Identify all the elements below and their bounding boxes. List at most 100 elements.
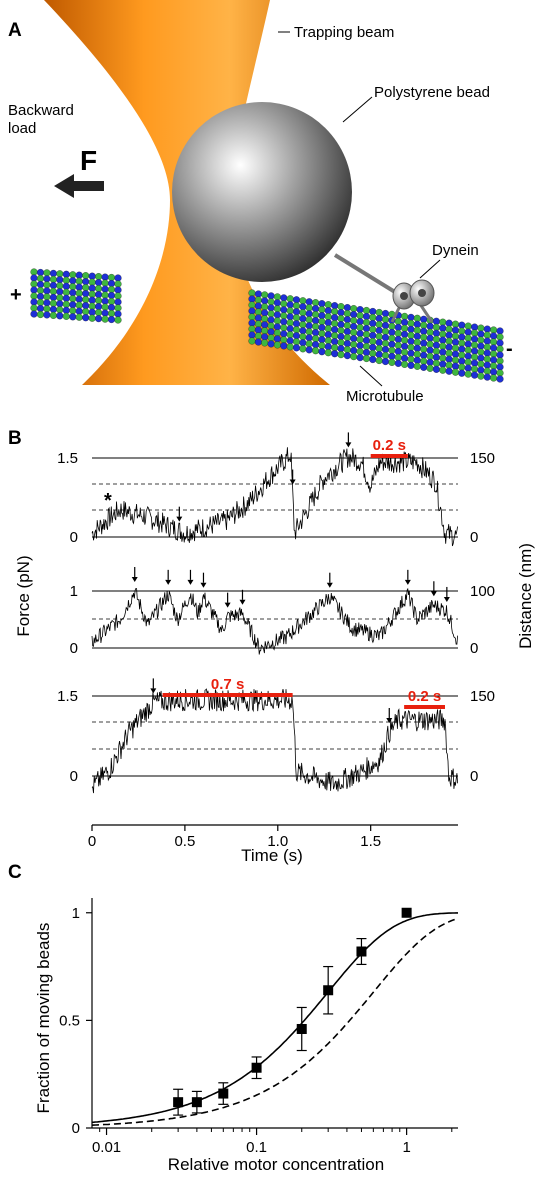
tubulin-subunit [273, 293, 281, 301]
polystyrene-bead [172, 102, 352, 282]
panel-letter-b: B [8, 428, 22, 449]
data-point [401, 907, 412, 918]
tubulin-subunit [312, 341, 320, 349]
tubulin-subunit [369, 349, 377, 358]
tubulin-subunit [36, 310, 45, 319]
tubulin-subunit [36, 304, 45, 313]
tubulin-subunit [267, 328, 275, 336]
force-trace [91, 447, 458, 547]
microtubule-label: Microtubule [346, 388, 424, 405]
tubulin-subunit [49, 305, 57, 313]
step-arrow-head [131, 577, 138, 582]
tubulin-subunit [356, 342, 364, 350]
tubulin-subunit [471, 359, 479, 367]
tubulin-subunit [299, 333, 307, 341]
tubulin-subunit [305, 316, 313, 324]
tubulin-subunit [267, 304, 275, 312]
tubulin-subunit [458, 357, 466, 365]
tubulin-subunit [388, 334, 396, 342]
tubulin-subunit [381, 351, 390, 360]
tubulin-subunit [62, 306, 70, 314]
tubulin-subunit [267, 340, 275, 348]
tubulin-subunit [43, 311, 51, 319]
tubulin-subunit [356, 354, 364, 362]
tubulin-subunit [394, 335, 402, 343]
tubulin-subunit [439, 318, 447, 326]
tubulin-subunit [401, 336, 409, 344]
tubulin-subunit [56, 306, 64, 314]
tubulin-subunit [36, 286, 45, 295]
force-tick-label: 1 [70, 583, 78, 600]
tubulin-subunit [95, 303, 103, 311]
tubulin-subunit [107, 291, 116, 300]
tubulin-subunit [69, 271, 77, 279]
distance-tick-label: 150 [470, 450, 495, 467]
tubulin-subunit [356, 330, 364, 338]
tubulin-subunit [337, 339, 345, 347]
tubulin-subunit [82, 278, 90, 286]
tubulin-subunit [75, 271, 83, 279]
tubulin-subunit [62, 282, 70, 290]
tubulin-subunit [362, 342, 371, 351]
tubulin-subunit [445, 325, 453, 333]
tubulin-subunit [286, 301, 294, 309]
step-arrow-head [289, 479, 296, 485]
force-tick-label: 1.5 [57, 450, 78, 467]
tubulin-subunit [43, 299, 51, 307]
tubulin-subunit [267, 292, 275, 300]
tubulin-subunit [101, 309, 109, 317]
duration-bar-1-label: 0.2 s [373, 437, 406, 454]
tubulin-subunit [490, 350, 498, 358]
tubulin-subunit [69, 295, 77, 303]
tubulin-subunit [381, 309, 390, 318]
tubulin-subunit [394, 317, 402, 325]
tubulin-subunit [286, 313, 294, 321]
tubulin-subunit [49, 311, 57, 319]
force-tick-label: 0 [70, 529, 78, 546]
tubulin-subunit [439, 354, 447, 362]
tubulin-subunit [337, 327, 345, 335]
tubulin-subunit [350, 341, 358, 349]
data-point [356, 946, 367, 957]
tubulin-subunit [362, 306, 371, 315]
tubulin-subunit [286, 343, 294, 351]
tubulin-subunit [496, 363, 504, 371]
force-trace [91, 587, 458, 655]
tubulin-subunit [88, 314, 96, 322]
tubulin-subunit [445, 349, 453, 357]
tubulin-subunit [292, 338, 301, 346]
tubulin-subunit [69, 283, 77, 291]
tubulin-subunit [331, 350, 339, 358]
tubulin-subunit [318, 306, 326, 314]
tubulin-subunit [331, 332, 339, 340]
tubulin-subunit [407, 361, 415, 369]
tubulin-subunit [101, 315, 109, 323]
tubulin-subunit [280, 312, 288, 320]
tubulin-subunit [312, 329, 320, 337]
tubulin-subunit [261, 303, 269, 311]
asterisk-marker: * [104, 490, 112, 512]
tubulin-subunit [369, 355, 377, 364]
tubulin-subunit [337, 333, 345, 341]
tubulin-subunit [101, 291, 109, 299]
tubulin-subunit [343, 310, 351, 318]
tubulin-subunit [439, 366, 447, 374]
distance-axis-title: Distance (nm) [516, 543, 535, 649]
tubulin-subunit [445, 367, 453, 375]
tubulin-subunit [343, 334, 351, 342]
tubulin-subunit [439, 330, 447, 338]
tubulin-subunit [101, 285, 109, 293]
tubulin-subunit [69, 277, 77, 285]
tubulin-subunit [464, 334, 472, 342]
data-point [296, 1023, 307, 1034]
y-tick-label: 1 [72, 905, 80, 922]
tubulin-subunit [401, 348, 409, 356]
tubulin-subunit [299, 345, 307, 353]
tubulin-subunit [254, 320, 262, 328]
tubulin-subunit [356, 336, 364, 344]
tubulin-subunit [496, 351, 504, 359]
tubulin-subunit [69, 289, 77, 297]
tubulin-subunit [286, 337, 294, 345]
tubulin-subunit [261, 333, 269, 341]
tubulin-subunit [62, 294, 70, 302]
